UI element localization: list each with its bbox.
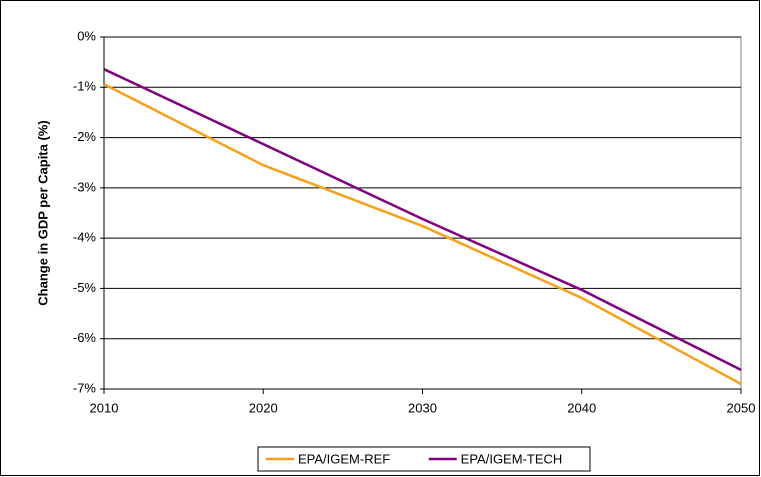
y-tick-label: 0%: [77, 28, 96, 43]
x-tick-label: 2030: [408, 400, 437, 415]
x-tick-label: 2010: [90, 400, 119, 415]
x-tick-label: 2050: [727, 400, 756, 415]
legend-label: EPA/IGEM-REF: [298, 451, 390, 466]
data-line: [103, 83, 742, 386]
y-tick-label: -3%: [73, 179, 97, 194]
legend-label: EPA/IGEM-TECH: [461, 451, 563, 466]
y-tick-label: -4%: [73, 230, 97, 245]
data-line: [103, 68, 742, 372]
y-tick-label: -2%: [73, 129, 97, 144]
y-tick-label: -7%: [73, 380, 97, 395]
y-tick-label: -6%: [73, 330, 97, 345]
x-tick-label: 2040: [567, 400, 596, 415]
y-axis-label: Change in GDP per Capita (%): [35, 120, 50, 305]
plot-area: [103, 36, 742, 390]
y-tick-label: -1%: [73, 79, 97, 94]
x-tick-label: 2020: [249, 400, 278, 415]
legend-box: [257, 446, 591, 472]
y-tick-label: -5%: [73, 280, 97, 295]
